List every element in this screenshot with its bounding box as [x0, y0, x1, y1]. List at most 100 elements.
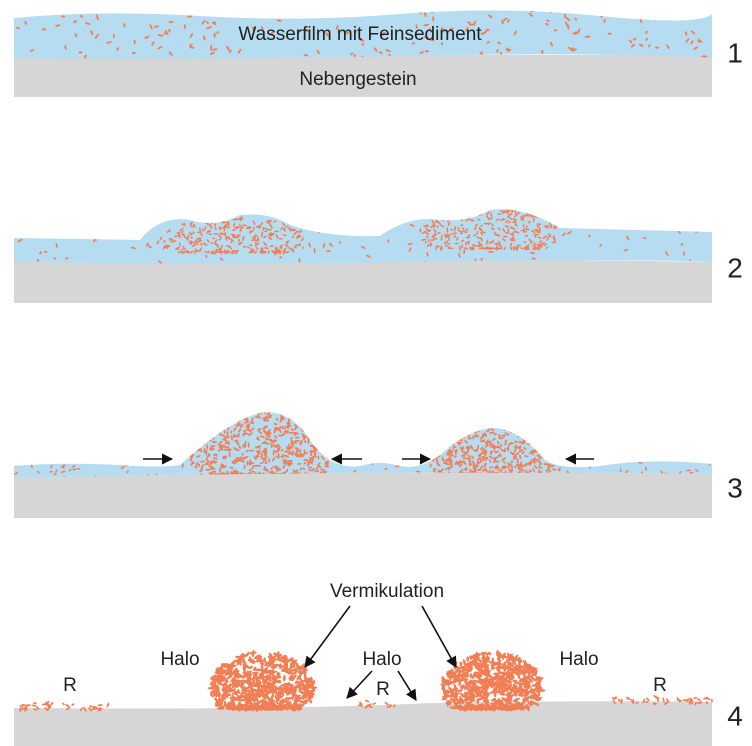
film-label: Wasserfilm mit Feinsediment — [238, 24, 482, 45]
particle — [586, 460, 591, 464]
particle — [320, 433, 324, 436]
particle — [384, 9, 390, 11]
particle — [482, 420, 484, 426]
particle — [285, 410, 290, 415]
particle — [450, 431, 455, 435]
particle — [241, 408, 246, 414]
particle — [267, 403, 271, 408]
particle — [341, 221, 346, 223]
particle — [203, 421, 205, 427]
particle — [509, 423, 511, 427]
particle — [468, 425, 472, 428]
particle — [385, 10, 390, 14]
particle — [510, 427, 513, 433]
particle — [444, 440, 446, 444]
particle — [522, 215, 524, 220]
particle — [283, 674, 286, 681]
particle — [286, 407, 291, 410]
particle — [660, 224, 664, 228]
particle — [312, 436, 317, 441]
particle — [532, 427, 537, 431]
particle — [316, 440, 320, 442]
rock-label: Nebengestein — [299, 69, 416, 90]
particle — [445, 431, 449, 435]
particle — [310, 423, 314, 427]
bedrock — [14, 473, 712, 518]
particle — [21, 212, 23, 216]
step-number: 3 — [727, 472, 743, 503]
particle — [13, 235, 18, 237]
particle — [248, 411, 250, 414]
particle — [531, 433, 533, 437]
particle — [453, 427, 459, 430]
particle — [442, 215, 445, 219]
particle — [326, 434, 329, 438]
particle — [457, 423, 462, 427]
particle — [71, 703, 75, 707]
particle — [535, 247, 537, 250]
particle — [440, 445, 443, 451]
particle — [499, 424, 503, 427]
particle — [194, 437, 197, 441]
particle — [71, 229, 75, 232]
particle — [529, 442, 535, 446]
particle — [344, 220, 348, 224]
particle — [248, 665, 253, 669]
particle — [440, 442, 445, 448]
particle — [113, 233, 118, 235]
particle — [285, 217, 289, 221]
halo-label: Halo — [559, 649, 598, 670]
particle — [636, 225, 639, 230]
particle — [142, 10, 146, 14]
particle — [526, 429, 530, 433]
particle — [474, 421, 479, 425]
particle — [328, 450, 332, 452]
particle — [519, 421, 522, 427]
particle — [97, 704, 103, 707]
particle — [449, 216, 451, 220]
particle — [677, 697, 679, 701]
particle — [459, 428, 463, 431]
particle — [129, 7, 134, 13]
particle — [537, 439, 541, 443]
particle — [326, 427, 331, 432]
particle — [331, 435, 335, 439]
particle — [219, 413, 223, 419]
particle — [461, 429, 465, 434]
particle — [457, 436, 459, 440]
particle — [206, 420, 210, 424]
particle — [456, 425, 459, 430]
particle — [230, 416, 234, 420]
particle — [310, 424, 315, 429]
arrow — [422, 606, 456, 667]
particle — [327, 438, 329, 443]
particle — [539, 437, 543, 441]
particle — [195, 428, 199, 432]
particle — [628, 218, 633, 221]
particle — [314, 418, 316, 423]
particle — [195, 432, 198, 438]
particle — [203, 425, 206, 427]
particle — [188, 437, 191, 441]
particle — [521, 230, 526, 232]
particle — [304, 415, 307, 418]
particle — [134, 210, 138, 215]
particle — [437, 443, 442, 449]
particle — [377, 459, 379, 463]
particle — [256, 404, 260, 408]
particle — [168, 209, 173, 215]
particle — [222, 421, 226, 425]
particle — [118, 461, 122, 463]
particle — [662, 227, 665, 230]
particle — [398, 213, 402, 217]
particle — [206, 431, 210, 434]
particle — [467, 422, 473, 425]
particle — [527, 434, 531, 439]
particle — [247, 461, 249, 465]
particle — [199, 439, 203, 443]
particle — [203, 436, 208, 441]
particle — [363, 224, 368, 227]
particle — [250, 406, 255, 411]
particle — [524, 424, 528, 426]
bedrock — [14, 701, 712, 746]
